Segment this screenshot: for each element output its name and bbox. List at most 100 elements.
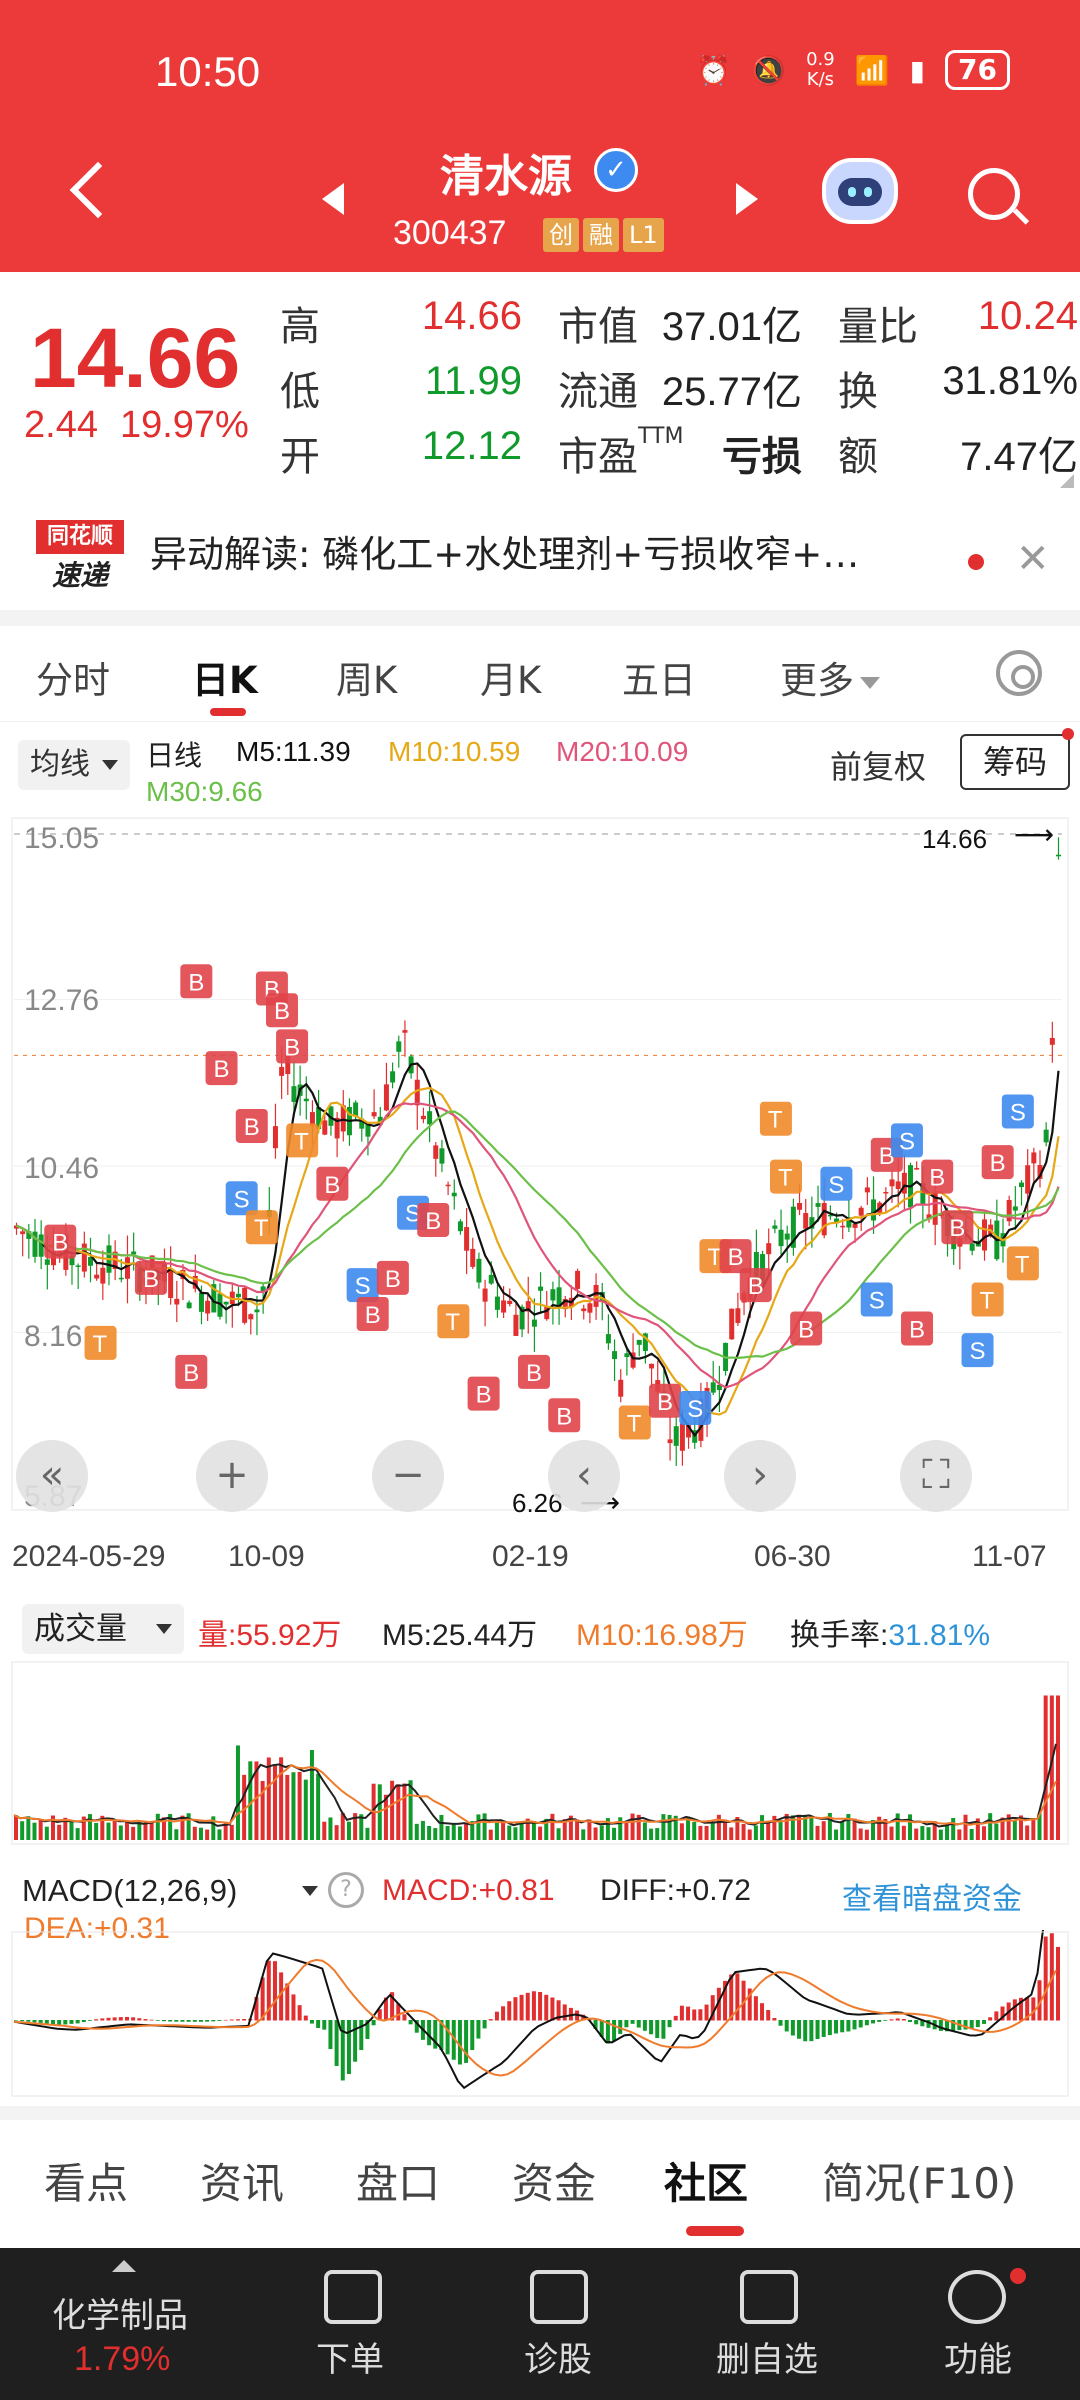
volume-bar	[297, 1771, 302, 1840]
candle-body	[871, 1199, 877, 1221]
volume-chart[interactable]	[0, 1660, 1080, 1850]
tab-daily-k[interactable]: 日K	[192, 659, 258, 702]
fullscreen-icon[interactable]: ⛶	[900, 1440, 972, 1512]
macd-bar	[951, 2020, 956, 2031]
candle-body	[550, 1289, 556, 1301]
nav-remove-watchlist[interactable]: 删自选	[716, 2340, 818, 2380]
volume-bar	[809, 1816, 814, 1840]
candle-body	[94, 1274, 100, 1279]
tab-five-day[interactable]: 五日	[622, 659, 696, 702]
back-chevrons-icon[interactable]: «	[16, 1440, 88, 1512]
macd-selector[interactable]: MACD(12,26,9)	[22, 1866, 318, 1916]
nav-order[interactable]: 下单	[316, 2340, 384, 2380]
volume-bar	[32, 1822, 37, 1840]
candle-body	[587, 1303, 593, 1313]
candle-body	[248, 1314, 254, 1320]
tab-news[interactable]: 资讯	[200, 2159, 285, 2208]
macd-bar	[322, 2020, 327, 2030]
volume-ratio-label: 量比	[838, 304, 918, 350]
order-document-icon[interactable]	[324, 2270, 382, 2324]
macd-bar	[513, 1997, 518, 2021]
next-stock-icon[interactable]	[736, 183, 758, 215]
expand-corner-icon[interactable]	[1060, 474, 1074, 488]
macd-bar	[149, 2019, 154, 2021]
candle-body	[32, 1231, 38, 1257]
volume-bar	[513, 1827, 518, 1840]
news-text[interactable]: 异动解读: 磷化工+水处理剂+亏损收窄+…	[150, 533, 860, 576]
tab-community[interactable]: 社区	[664, 2159, 749, 2208]
ma5-label: M5:11.39	[236, 736, 351, 767]
volume-bar	[852, 1818, 857, 1840]
prev-stock-icon[interactable]	[322, 183, 344, 215]
trade-signal-badge: B	[276, 1029, 309, 1064]
nav-functions[interactable]: 功能	[944, 2340, 1012, 2380]
macd-bar	[698, 2009, 703, 2021]
robot-assistant-icon[interactable]	[822, 158, 898, 224]
volume-bar	[655, 1828, 660, 1840]
macd-bar	[988, 2017, 993, 2021]
macd-bar	[235, 2019, 240, 2021]
tab-f10[interactable]: 简况(F10)	[822, 2159, 1017, 2208]
tab-intraday[interactable]: 分时	[36, 659, 110, 702]
candle-body	[821, 1203, 827, 1236]
indicator-selector[interactable]: 均线	[18, 740, 130, 790]
diagnose-briefcase-icon[interactable]	[530, 2270, 588, 2324]
volume-bar	[963, 1814, 968, 1840]
help-icon[interactable]: ?	[328, 1872, 364, 1908]
zoom-in-icon[interactable]: +	[196, 1440, 268, 1512]
candle-body	[254, 1309, 260, 1313]
volume-bar	[562, 1819, 567, 1840]
macd-bar	[211, 2020, 216, 2022]
remove-watchlist-icon[interactable]	[740, 2270, 798, 2324]
tab-weekly-k[interactable]: 周K	[336, 659, 398, 702]
candle-body	[784, 1233, 790, 1240]
macd-bar	[630, 2020, 635, 2024]
badge-box	[180, 964, 213, 999]
candle-body	[562, 1299, 568, 1310]
volume-bar	[309, 1750, 314, 1840]
badge-box	[890, 1123, 923, 1158]
volume-bar	[778, 1820, 783, 1840]
nav-diagnose[interactable]: 诊股	[524, 2340, 592, 2380]
volume-indicator-selector[interactable]: 成交量	[22, 1604, 184, 1654]
volume-bar	[519, 1821, 524, 1840]
close-icon[interactable]: ✕	[1016, 536, 1050, 582]
macd-bar	[272, 1961, 277, 2021]
menu-icon[interactable]	[948, 2270, 1006, 2324]
candle-body	[531, 1319, 537, 1327]
macd-bar	[901, 2018, 906, 2021]
tab-monthly-k[interactable]: 月K	[480, 659, 542, 702]
macd-bar	[550, 1997, 555, 2021]
zoom-out-icon[interactable]: −	[372, 1440, 444, 1512]
candle-body	[223, 1301, 229, 1305]
chip-button[interactable]: 筹码	[960, 734, 1070, 790]
search-icon[interactable]	[968, 168, 1020, 220]
macd-bar	[655, 2020, 660, 2039]
tab-highlights[interactable]: 看点	[44, 2159, 129, 2208]
tab-orderbook[interactable]: 盘口	[356, 2159, 441, 2208]
tab-funds[interactable]: 资金	[512, 2159, 597, 2208]
macd-chart[interactable]	[0, 1930, 1080, 2100]
candle-body	[1025, 1165, 1031, 1194]
open-label: 开	[280, 434, 320, 480]
dark-pool-link[interactable]: 查看暗盘资金	[842, 1883, 1022, 1916]
volume-bar	[624, 1821, 629, 1840]
back-arrow-icon[interactable]	[69, 161, 127, 219]
tab-underline	[210, 708, 246, 716]
volume-bar	[494, 1822, 499, 1840]
badge-box	[901, 1311, 934, 1346]
volume-bar	[118, 1825, 123, 1840]
settings-icon[interactable]	[996, 650, 1042, 696]
adjust-mode[interactable]: 前复权	[830, 748, 927, 786]
macd-bar	[198, 2020, 203, 2022]
news-banner[interactable]	[0, 506, 1080, 606]
candle-body	[377, 1116, 383, 1125]
macd-bar	[827, 2020, 832, 2036]
tab-more[interactable]: 更多	[780, 650, 880, 704]
chevron-right-icon[interactable]: ›	[724, 1440, 796, 1512]
sector-name[interactable]: 化学制品	[52, 2296, 188, 2336]
chevron-left-icon[interactable]: ‹	[548, 1440, 620, 1512]
chevron-up-icon[interactable]	[112, 2260, 136, 2272]
volume-bar	[106, 1822, 111, 1840]
